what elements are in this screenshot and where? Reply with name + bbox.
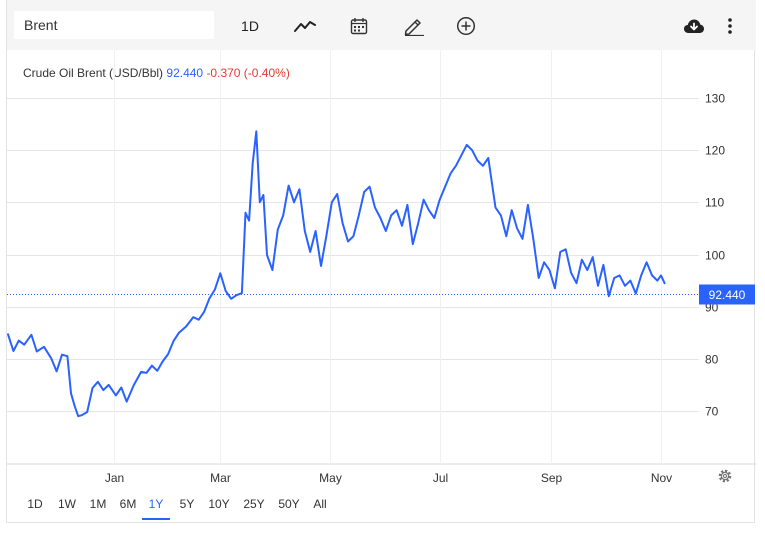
line-chart-icon bbox=[294, 21, 316, 32]
y-tick-label: 110 bbox=[705, 196, 724, 210]
range-button-1w[interactable]: 1W bbox=[58, 497, 76, 511]
more-vertical-icon bbox=[728, 18, 732, 34]
range-button-6m[interactable]: 6M bbox=[119, 497, 137, 511]
last-price-label: 92.440 bbox=[709, 288, 746, 302]
active-range-underline bbox=[142, 518, 170, 520]
y-tick-label: 130 bbox=[705, 92, 725, 106]
x-tick-label: Jul bbox=[433, 471, 448, 485]
x-tick-label: Sep bbox=[541, 471, 563, 485]
calendar-icon bbox=[350, 18, 368, 35]
range-button-50y[interactable]: 50Y bbox=[278, 497, 300, 511]
range-button-1y[interactable]: 1Y bbox=[148, 497, 164, 511]
chart-legend: Crude Oil Brent (USD/Bbl) 92.440 -0.370 … bbox=[23, 66, 290, 80]
chart-widget: 1D bbox=[6, 0, 756, 523]
symbol-search-input[interactable] bbox=[14, 11, 214, 39]
range-button-1d[interactable]: 1D bbox=[27, 497, 43, 511]
settings-button[interactable] bbox=[717, 468, 733, 489]
price-line[interactable] bbox=[7, 130, 666, 418]
chart-type-button[interactable] bbox=[290, 13, 320, 39]
download-button[interactable] bbox=[681, 13, 707, 39]
range-button-all[interactable]: All bbox=[313, 497, 327, 511]
last-price-badge bbox=[699, 284, 755, 305]
legend-name: Crude Oil Brent (USD/Bbl) bbox=[23, 66, 164, 80]
gear-icon bbox=[718, 469, 732, 483]
range-button-10y[interactable]: 10Y bbox=[208, 497, 230, 511]
toolbar: 1D bbox=[7, 0, 756, 50]
legend-price: 92.440 bbox=[166, 66, 204, 80]
range-selector: 1D 1W 1M 6M 1Y 5Y 10Y 25Y 50Y All bbox=[7, 490, 407, 520]
y-tick-label: 70 bbox=[705, 405, 719, 419]
y-tick-label: 100 bbox=[705, 249, 725, 263]
range-button-5y[interactable]: 5Y bbox=[179, 497, 195, 511]
y-tick-label: 80 bbox=[705, 353, 719, 367]
x-tick-label: Jan bbox=[105, 471, 124, 485]
legend-change: -0.370 (-0.40%) bbox=[206, 66, 290, 80]
x-tick-label: Mar bbox=[210, 471, 231, 485]
x-tick-label: Nov bbox=[651, 471, 672, 485]
range-button-25y[interactable]: 25Y bbox=[243, 497, 265, 511]
y-tick-label: 120 bbox=[705, 144, 725, 158]
range-button-1m[interactable]: 1M bbox=[89, 497, 107, 511]
pencil-icon bbox=[404, 19, 424, 36]
compare-button[interactable] bbox=[451, 13, 481, 39]
x-tick-label: May bbox=[319, 471, 342, 485]
cloud-download-icon bbox=[684, 19, 704, 33]
more-menu-button[interactable] bbox=[722, 13, 738, 39]
draw-button[interactable] bbox=[399, 13, 429, 39]
add-circle-icon bbox=[456, 16, 476, 36]
calendar-button[interactable] bbox=[344, 13, 374, 39]
interval-button[interactable]: 1D bbox=[241, 18, 259, 34]
